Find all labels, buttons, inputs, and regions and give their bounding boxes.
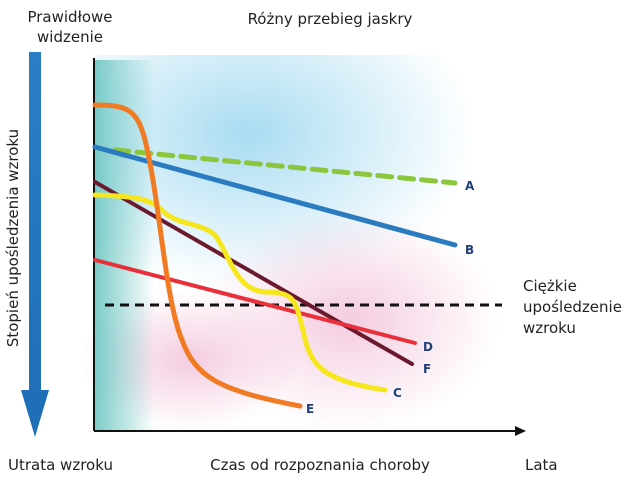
curve-label: B [465,243,474,257]
threshold-label-2: upośledzenie [523,298,622,316]
top-left-1: Prawidłowe [27,8,112,26]
bottom-right: Lata [525,456,558,474]
curve-label: E [306,402,314,416]
curve-label: F [423,362,431,376]
curves [92,102,458,409]
top-left-2: widzenie [37,28,103,46]
y-axis-label: Stopień upośledzenia wzroku [4,129,22,347]
blue-arrow [21,52,49,437]
title: Różny przebieg jaskry [248,10,413,28]
bottom-center: Czas od rozpoznania choroby [210,456,430,474]
curve-label: C [393,386,402,400]
curve-label: A [465,179,475,193]
bottom-left: Utrata wzroku [8,456,113,474]
curve-label: D [423,340,433,354]
threshold-label-1: Ciężkie [523,277,577,295]
axes [93,58,526,436]
threshold-label-3: wzroku [523,319,576,337]
